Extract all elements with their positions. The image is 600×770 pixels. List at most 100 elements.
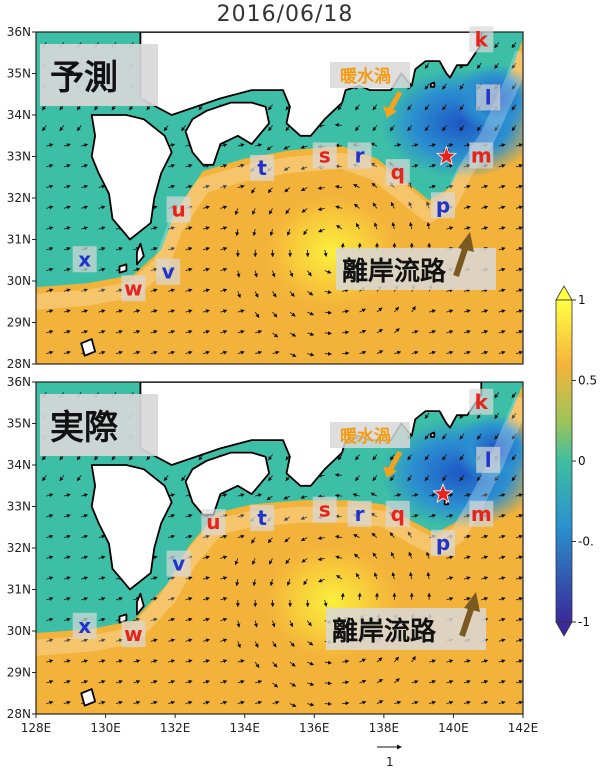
colorbar-tick-label: 0.5 [578, 374, 597, 388]
vector-arrow [498, 576, 506, 581]
vector-arrow [481, 534, 489, 539]
vector-arrow [515, 638, 523, 643]
vector-arrow [202, 309, 210, 314]
vector-arrow [515, 164, 523, 168]
vector-arrow [515, 514, 523, 518]
lon-tick-label: 130E [90, 721, 121, 735]
vector-arrow [168, 288, 176, 293]
vector-arrow [255, 700, 263, 705]
vector-arrow [289, 270, 294, 278]
offshore-path-arrow-head [464, 592, 480, 612]
vector-arrow [252, 558, 256, 566]
vector-arrow [289, 703, 297, 707]
vector-arrow [391, 222, 396, 230]
warm-eddy-arrow-shaft [387, 90, 403, 112]
vector-arrow [150, 309, 158, 314]
vector-arrow [267, 187, 273, 194]
lat-tick-label: 36N [7, 375, 31, 389]
vector-arrow [63, 680, 71, 684]
vector-arrow [115, 288, 123, 293]
vector-arrow [463, 597, 471, 601]
vector-arrow [98, 330, 106, 334]
vector-arrow [81, 164, 89, 168]
vector-arrow [46, 205, 54, 210]
vector-arrow [115, 350, 123, 355]
point-label: v [172, 552, 185, 576]
vector-arrow [515, 700, 523, 705]
vector-arrow [150, 226, 158, 231]
lat-tick-label: 31N [7, 233, 31, 247]
lat-tick-label: 32N [7, 541, 31, 555]
vector-arrow [46, 514, 54, 518]
vector-arrow [306, 620, 312, 627]
vector-arrow [494, 475, 500, 482]
vector-arrow [300, 537, 308, 541]
point-m: m [469, 500, 494, 527]
vector-arrow [220, 638, 228, 643]
vector-arrow [370, 492, 378, 497]
vector-arrow [202, 205, 210, 210]
vector-arrow [202, 226, 210, 231]
vector-arrow [63, 247, 71, 251]
vector-arrow [515, 226, 523, 231]
vector-arrow [424, 125, 430, 132]
point-w: w [121, 275, 146, 302]
point-l: l [476, 446, 501, 473]
vector-arrow [317, 494, 325, 499]
vector-arrow [372, 475, 378, 482]
point-labels: k l m p q rs t u vw x [72, 26, 501, 302]
point-r: r [347, 142, 372, 169]
point-label-box [72, 246, 97, 273]
vector-arrow [515, 309, 523, 314]
vector-arrow [234, 208, 239, 216]
vector-arrow [81, 534, 89, 539]
offshore-path-label-box [326, 608, 486, 650]
vector-arrow [283, 145, 291, 150]
vector-arrow [237, 534, 245, 539]
vector-arrow [272, 291, 277, 298]
point-label-box [469, 500, 494, 527]
vector-arrow [63, 576, 71, 581]
vector-arrow [335, 205, 343, 210]
vector-arrow [442, 475, 447, 482]
vector-arrow [63, 555, 71, 560]
vector-arrow [359, 658, 367, 663]
point-label-box [156, 258, 181, 285]
vector-arrow [81, 493, 89, 498]
vector-arrow [376, 700, 384, 704]
vector-arrow [168, 659, 176, 664]
vector-arrow [515, 267, 523, 272]
vector-arrow [289, 620, 294, 628]
vector-arrow [289, 291, 295, 297]
vector-arrow [515, 597, 523, 601]
vector-arrow [371, 532, 378, 538]
vector-arrow [237, 659, 245, 664]
point-u: u [201, 509, 226, 536]
point-label: k [475, 27, 489, 51]
vector-arrow [289, 661, 296, 667]
vector-arrow [220, 576, 228, 581]
vector-arrow [498, 700, 506, 705]
vector-arrow [355, 572, 360, 580]
vector-arrow [81, 659, 89, 664]
vector-arrow [515, 143, 523, 148]
vector-arrow [283, 166, 291, 171]
vector-arrow [317, 207, 325, 212]
vector-arrow [498, 143, 506, 148]
vector-arrow [390, 551, 395, 559]
vector-arrow [150, 576, 158, 581]
vector-arrow [81, 514, 89, 518]
vector-arrow [185, 514, 193, 518]
lat-tick-label: 28N [7, 707, 31, 721]
vector-arrow [428, 309, 437, 314]
vector-arrow [372, 104, 378, 111]
vector-arrow [334, 493, 343, 498]
vector-arrow [446, 659, 454, 664]
vector-arrow [268, 475, 273, 482]
vector-arrow [252, 229, 257, 237]
vector-arrow [334, 143, 343, 148]
vector-arrow [42, 125, 47, 132]
vector-arrow [42, 475, 47, 482]
vector-arrow [337, 454, 343, 461]
vector-arrow [426, 551, 430, 559]
